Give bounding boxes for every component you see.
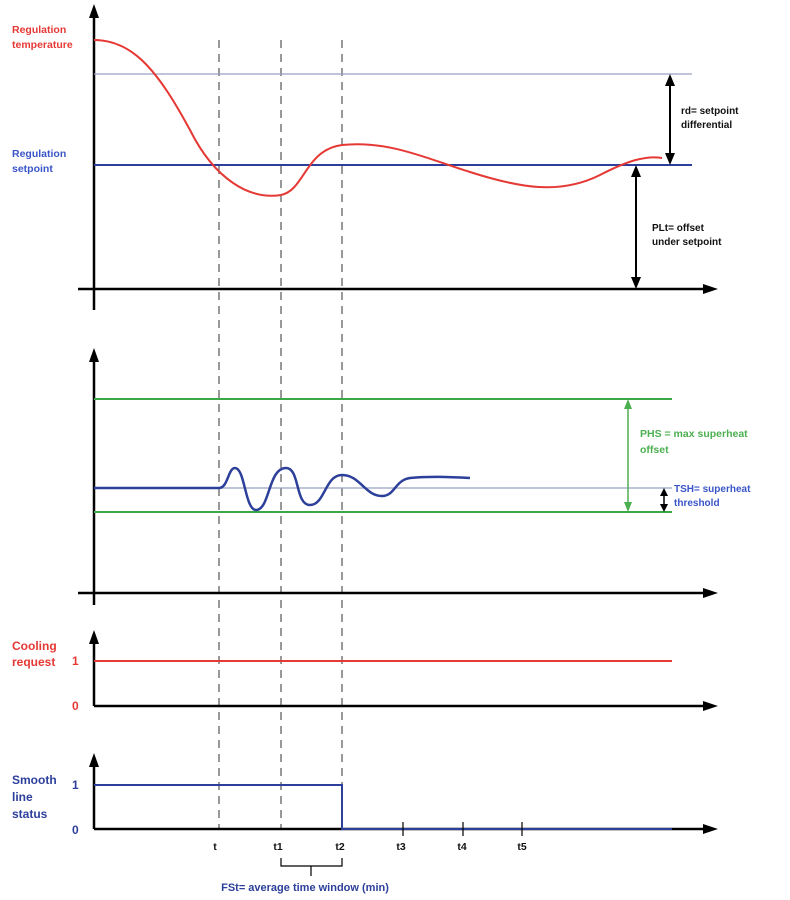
phs-arrow-head-top [624,399,632,409]
time-tick-labels: t t1 t2 t3 t4 t5 [213,841,527,853]
tick-label-t1: t1 [273,841,282,853]
panel3-x-arrow [703,701,718,711]
panel1-y-arrow [89,4,99,18]
panel3-y-arrow [89,630,99,644]
tsh-arrow-head-bottom [660,504,668,512]
tsh-label: TSH= superheat threshold [674,484,753,509]
time-ticks [402,822,523,836]
plt-label: PLt= offset under setpoint [652,223,722,248]
rd-arrow-head-top [665,74,675,86]
tick-label-t2: t2 [335,841,344,853]
rd-arrow-head-bottom [665,153,675,165]
panel-regulation: Regulation temperature Regulation setpoi… [12,4,741,310]
superheat-curve [94,466,471,512]
rd-label: rd= setpoint differential [681,106,741,131]
panel-smooth-line: Smooth line status 1 0 [12,753,718,837]
cooling-tick-one: 1 [72,654,79,668]
regulation-temperature-label: Regulation temperature [12,24,73,51]
panel2-y-arrow [89,348,99,362]
plt-arrow-head-top [631,165,641,177]
cooling-request-label: Cooling request [12,639,60,669]
plt-arrow-head-bottom [631,277,641,289]
time-marker-lines [218,40,343,830]
panel4-x-arrow [703,824,718,834]
panel-superheat: PHS = max superheat offset TSH= superhea… [78,348,753,605]
phs-arrow-head-bottom [624,502,632,512]
smooth-line-label: Smooth line status [12,773,60,821]
fst-bracket [280,858,343,867]
tick-label-t: t [213,841,217,853]
smooth-tick-one: 1 [72,778,79,792]
panel1-x-arrow [703,284,718,294]
tick-label-t4: t4 [457,841,466,853]
tick-label-t3: t3 [396,841,405,853]
panel-cooling-request: Cooling request 1 0 [12,630,718,713]
regulation-temperature-curve [93,39,663,197]
fst-label: FSt= average time window (min) [221,882,389,894]
panel2-x-arrow [703,588,718,598]
cooling-tick-zero: 0 [72,699,79,713]
tick-label-t5: t5 [517,841,526,853]
phs-label: PHS = max superheat offset [640,428,751,456]
tsh-arrow-head-top [660,488,668,496]
regulation-setpoint-label: Regulation setpoint [12,148,69,175]
smooth-line-status-signal [94,784,672,830]
smooth-tick-zero: 0 [72,823,79,837]
panel4-y-arrow [89,753,99,767]
